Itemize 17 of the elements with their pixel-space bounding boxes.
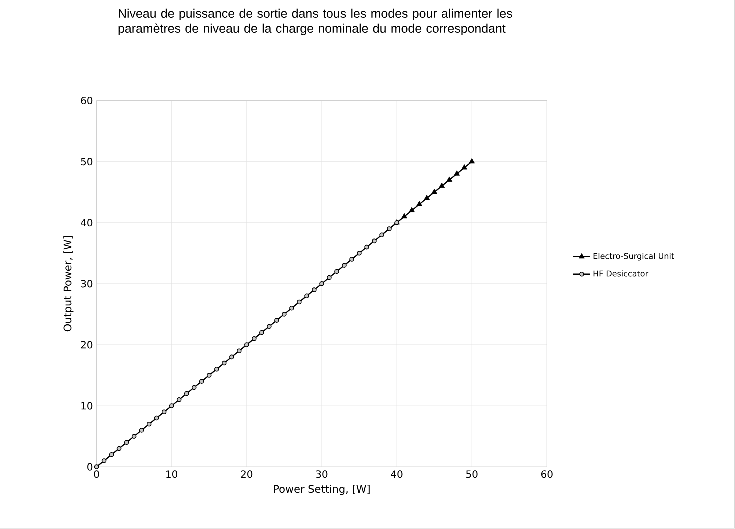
- x-tick-label: 50: [466, 470, 478, 478]
- x-tick-label: 60: [542, 470, 553, 478]
- y-tick-label: 60: [81, 97, 93, 105]
- y-tick-label: 20: [81, 341, 93, 349]
- x-tick-label: 30: [316, 470, 328, 478]
- y-tick-label: 10: [82, 402, 93, 410]
- chart-title: Niveau de puissance de sortie dans tous les modes pour alimenter les paramètres de niveau de la charge nominale du mode correspondant: [118, 8, 512, 36]
- x-tick-label: 20: [241, 470, 253, 478]
- y-axis-title: Output Power, [W]: [64, 236, 74, 332]
- y-tick-label: 0: [88, 463, 93, 471]
- y-tick-label: 40: [81, 219, 93, 227]
- x-axis-title: Power Setting, [W]: [274, 485, 370, 496]
- x-tick-label: 0: [94, 470, 100, 478]
- x-tick-label: 10: [166, 470, 178, 478]
- y-tick-label: 30: [81, 280, 93, 288]
- x-tick-label: 40: [391, 470, 403, 478]
- y-tick-label: 50: [81, 158, 93, 166]
